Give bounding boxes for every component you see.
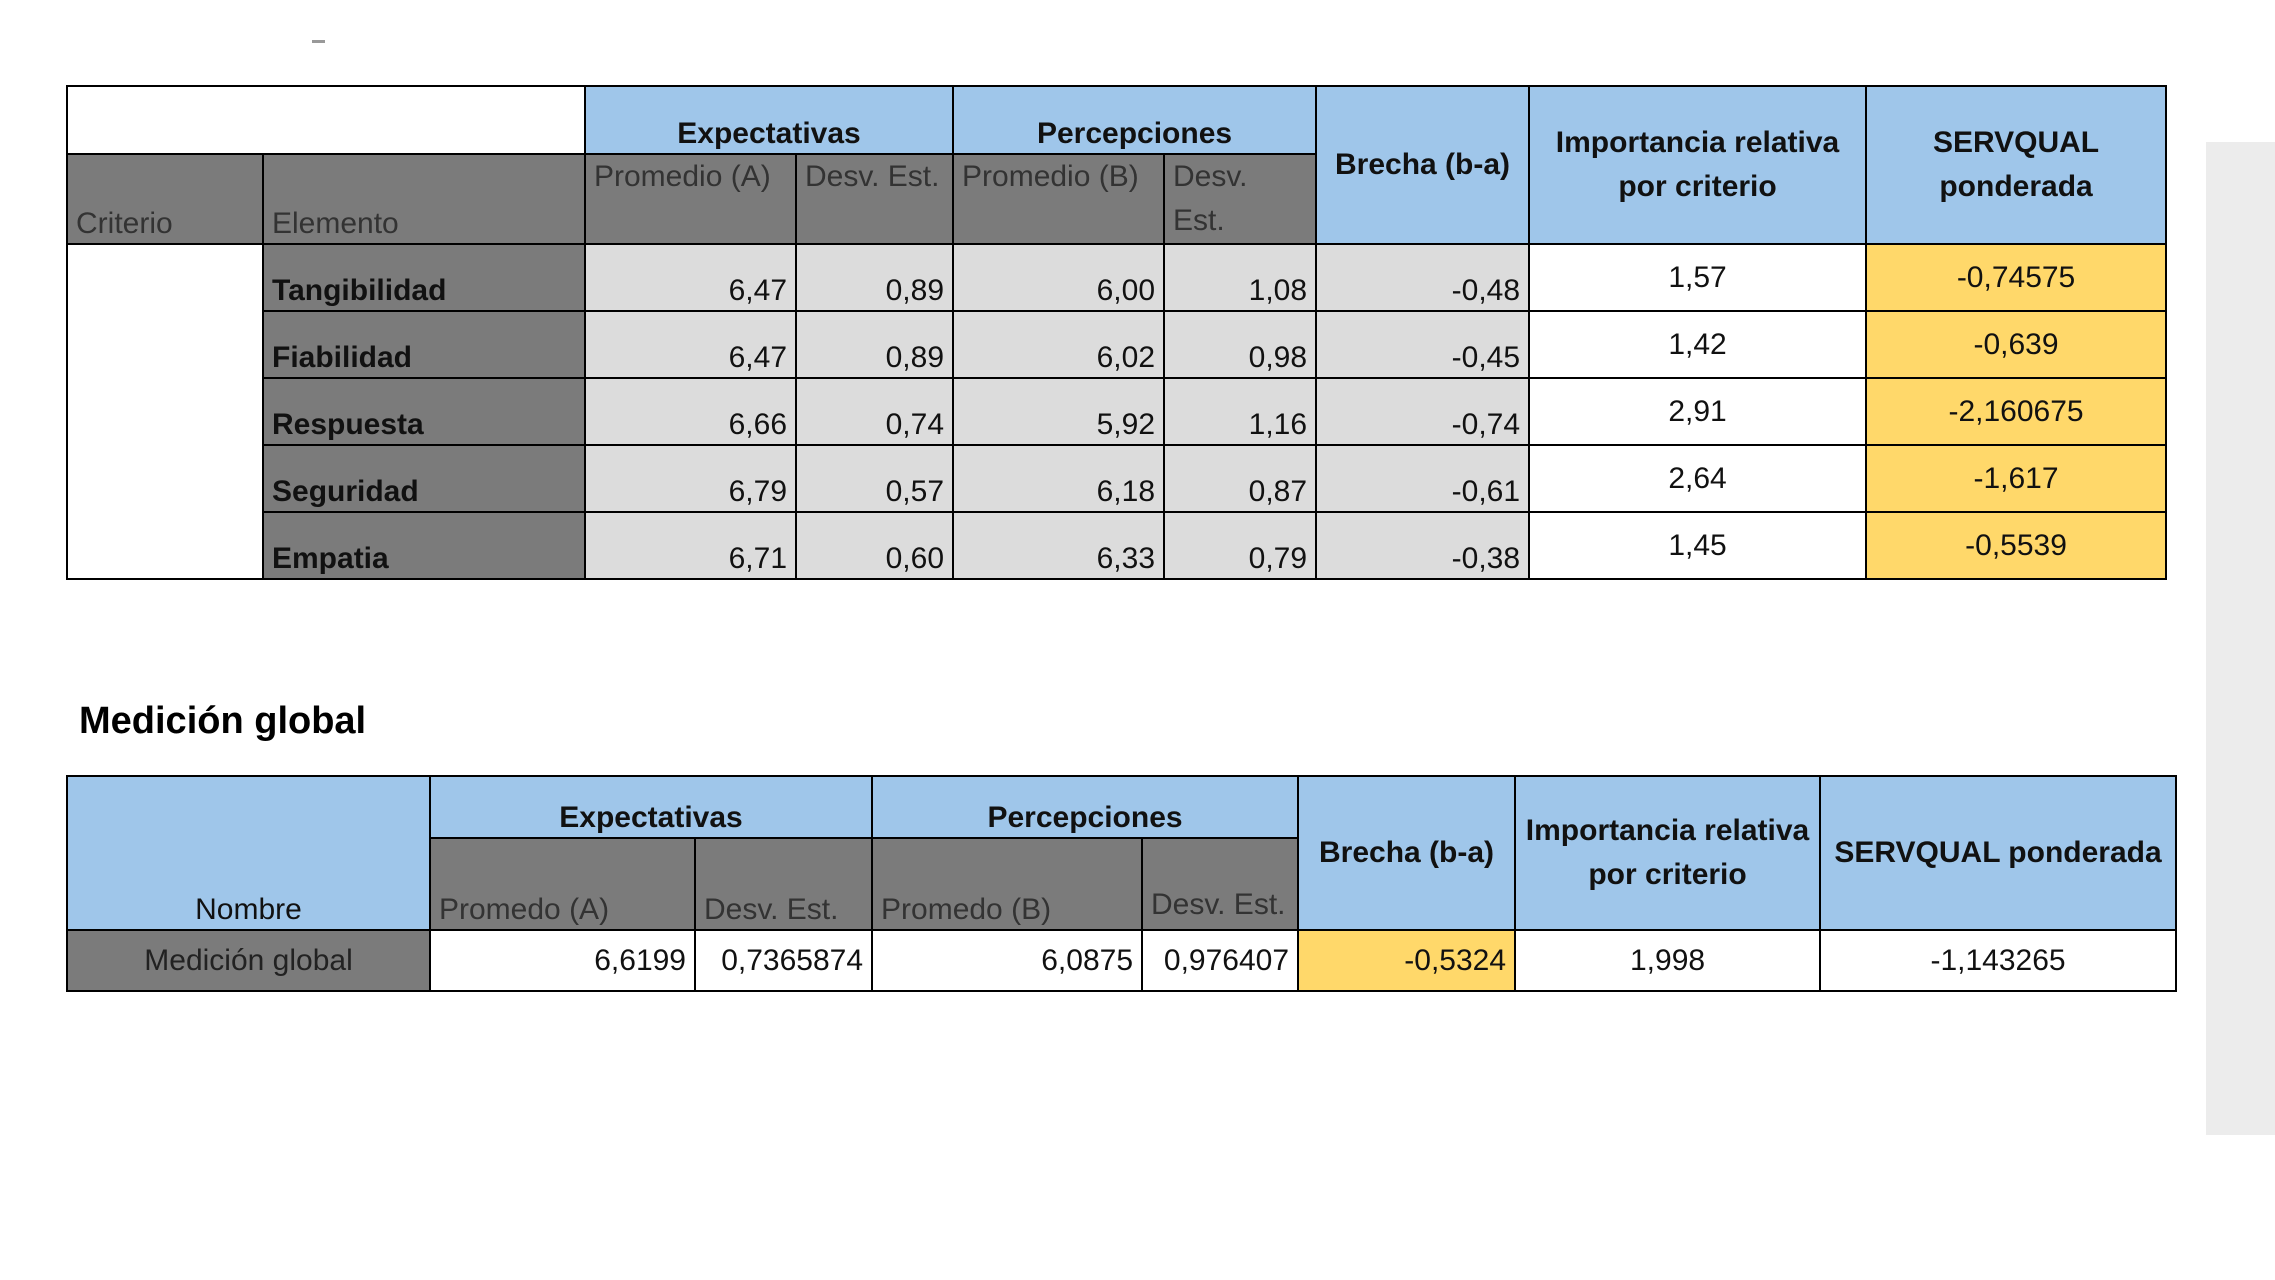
importancia-cell: 2,91 [1528, 377, 1868, 446]
promedio-b-cell: 6,00 [952, 243, 1166, 312]
elemento-cell: Seguridad [262, 444, 586, 513]
servqual-cell: -0,639 [1865, 310, 2168, 379]
servqual-cell: -1,617 [1865, 444, 2168, 513]
brecha-cell: -0,61 [1315, 444, 1531, 513]
header-servqual: SERVQUAL ponderada [1865, 85, 2168, 245]
desv-a-cell: 0,60 [794, 511, 955, 580]
table-row: Medición global 6,6199 0,7365874 6,0875 … [66, 929, 2178, 992]
header-desv-est-b: Desv. Est. [1163, 153, 1318, 245]
servqual-cell: -0,74575 [1865, 243, 2168, 312]
stray-dash-mark [312, 40, 325, 43]
elemento-cell: Fiabilidad [262, 310, 586, 379]
header-brecha: Brecha (b-a) [1315, 85, 1531, 245]
desv-b-cell: 0,98 [1163, 310, 1318, 379]
header-percepciones: Percepciones [871, 775, 1300, 839]
header-promedio-b: Promedio (B) [952, 153, 1166, 245]
promedio-a-cell: 6,66 [584, 377, 797, 446]
importancia-cell: 1,998 [1514, 929, 1822, 992]
header-desv-est-b: Desv. Est. [1141, 837, 1300, 931]
desv-b-cell: 1,16 [1163, 377, 1318, 446]
servqual-cell: -1,143265 [1819, 929, 2178, 992]
importancia-cell: 2,64 [1528, 444, 1868, 513]
servqual-cell: -2,160675 [1865, 377, 2168, 446]
header-desv-est-a: Desv. Est. [693, 837, 874, 931]
promedio-b-cell: 6,02 [952, 310, 1166, 379]
promedio-b-cell: 6,18 [952, 444, 1166, 513]
criteria-table: Expectativas Percepciones Brecha (b-a) I… [66, 85, 2168, 580]
brecha-cell: -0,74 [1315, 377, 1531, 446]
desv-a-cell: 0,57 [794, 444, 955, 513]
header-promedio-a: Promedio (A) [584, 153, 797, 245]
header-promedo-a: Promedo (A) [429, 837, 696, 931]
table-row: Fiabilidad 6,47 0,89 6,02 0,98 -0,45 1,4… [67, 310, 2168, 379]
header-promedo-b: Promedo (B) [871, 837, 1144, 931]
importancia-cell: 1,42 [1528, 310, 1868, 379]
desv-a-cell: 0,89 [794, 243, 955, 312]
importancia-cell: 1,57 [1528, 243, 1868, 312]
promedio-a-cell: 6,79 [584, 444, 797, 513]
header-servqual: SERVQUAL ponderada [1819, 775, 2178, 931]
criteria-header-row-2: Criterio Elemento Promedio (A) Desv. Est… [66, 153, 2166, 245]
desv-b-cell: 0,79 [1163, 511, 1318, 580]
table-row: Empatia 6,71 0,60 6,33 0,79 -0,38 1,45 -… [67, 511, 2168, 580]
promedio-b-cell: 5,92 [952, 377, 1166, 446]
desv-b-cell: 0,87 [1163, 444, 1318, 513]
global-table: Nombre Expectativas Percepciones Brecha … [66, 775, 2178, 992]
criteria-header-row-1: Expectativas Percepciones Brecha (b-a) I… [66, 85, 2168, 245]
brecha-cell: -0,45 [1315, 310, 1531, 379]
promedio-b-cell: 6,33 [952, 511, 1166, 580]
global-header-row-1: Nombre Expectativas Percepciones Brecha … [66, 775, 2178, 931]
header-percepciones: Percepciones [952, 85, 1318, 155]
brecha-cell: -0,38 [1315, 511, 1531, 580]
header-elemento: Elemento [262, 153, 586, 245]
importancia-cell: 1,45 [1528, 511, 1868, 580]
header-blank-cell [66, 85, 586, 155]
table-row: Seguridad 6,79 0,57 6,18 0,87 -0,61 2,64… [67, 444, 2168, 513]
header-expectativas: Expectativas [583, 85, 955, 155]
promedio-a-cell: 6,47 [584, 243, 797, 312]
promedo-a-cell: 6,6199 [429, 929, 696, 992]
brecha-cell: -0,5324 [1297, 929, 1517, 992]
header-nombre: Nombre [66, 775, 431, 931]
header-expectativas: Expectativas [428, 775, 874, 839]
promedo-b-cell: 6,0875 [871, 929, 1144, 992]
header-criterio: Criterio [66, 153, 264, 245]
header-desv-est-a: Desv. Est. [794, 153, 955, 245]
header-importancia: Importancia relativa por criterio [1514, 775, 1822, 931]
desv-a-cell: 0,74 [794, 377, 955, 446]
desv-b-cell: 0,976407 [1141, 929, 1300, 992]
table-row: Respuesta 6,66 0,74 5,92 1,16 -0,74 2,91… [67, 377, 2168, 446]
promedio-a-cell: 6,71 [584, 511, 797, 580]
header-brecha: Brecha (b-a) [1297, 775, 1517, 931]
side-panel [2206, 142, 2275, 1135]
elemento-cell: Respuesta [262, 377, 586, 446]
desv-a-cell: 0,7365874 [693, 929, 874, 992]
promedio-a-cell: 6,47 [584, 310, 797, 379]
servqual-cell: -0,5539 [1865, 511, 2168, 580]
nombre-cell: Medición global [66, 929, 431, 992]
global-header-row-2: Promedo (A) Desv. Est. Promedo (B) Desv.… [67, 837, 2176, 931]
header-importancia: Importancia relativa por criterio [1528, 85, 1868, 245]
global-section-title: Medición global [79, 700, 367, 742]
desv-b-cell: 1,08 [1163, 243, 1318, 312]
table-row: Tangibilidad 6,47 0,89 6,00 1,08 -0,48 1… [66, 243, 2168, 580]
elemento-cell: Tangibilidad [262, 243, 586, 312]
brecha-cell: -0,48 [1315, 243, 1531, 312]
elemento-cell: Empatia [262, 511, 586, 580]
desv-a-cell: 0,89 [794, 310, 955, 379]
criterio-blank-cell [66, 243, 264, 580]
